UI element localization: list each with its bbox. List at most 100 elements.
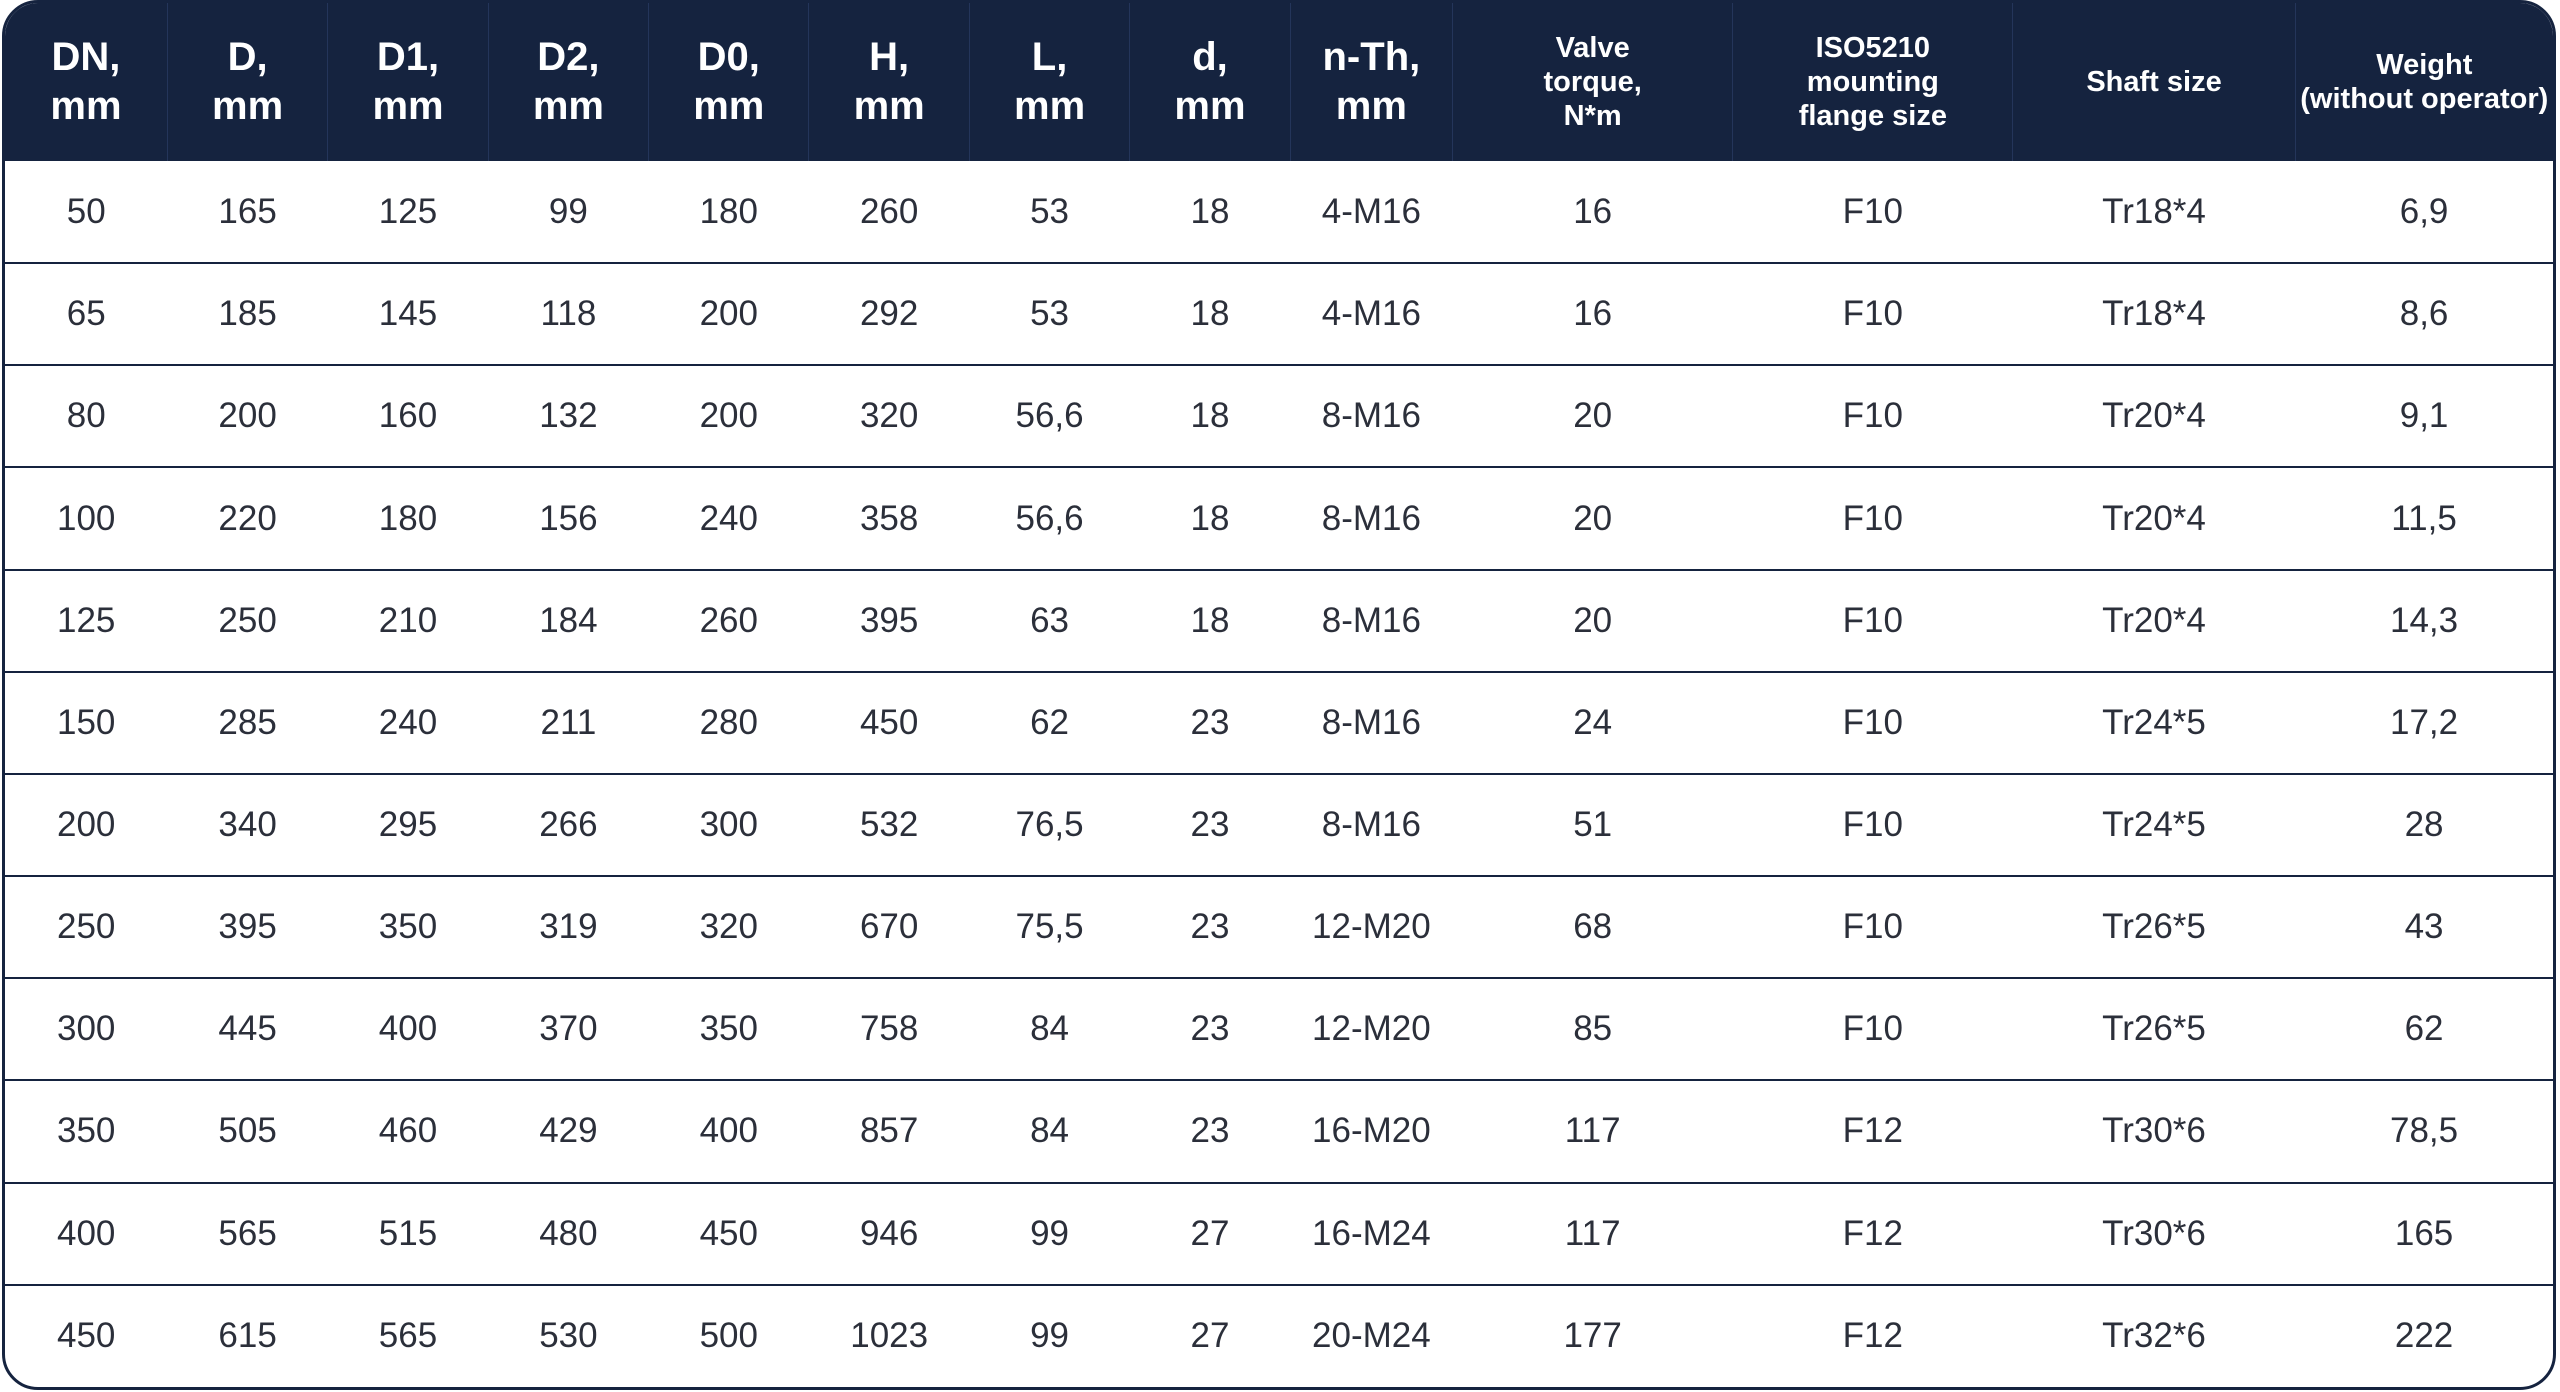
column-header-line: N*m — [1563, 100, 1622, 133]
table-cell: 23 — [1190, 1111, 1230, 1151]
table-cell: 11,5 — [2391, 498, 2457, 538]
table-cell: 350 — [378, 907, 438, 947]
table-cell: 12-M20 — [1312, 907, 1431, 947]
table-cell: 260 — [859, 191, 919, 231]
column-header: D2, mm — [488, 3, 650, 161]
column-header: H, mm — [808, 3, 970, 161]
table-cell: 184 — [539, 600, 598, 640]
table-cell: 16-M20 — [1312, 1111, 1431, 1151]
table-cell: 50 — [66, 191, 106, 231]
table-cell: 565 — [218, 1213, 277, 1253]
table-cell: 450 — [699, 1213, 758, 1253]
table-cell: 395 — [859, 600, 919, 640]
table-cell: Tr24*5 — [2102, 702, 2206, 742]
table-cell: Tr20*4 — [2102, 498, 2206, 538]
table-cell: 100 — [57, 498, 116, 538]
column-header: Weight (without operator) — [2295, 3, 2553, 161]
table-cell: F10 — [1842, 396, 1903, 436]
table-cell: 395 — [218, 907, 277, 947]
table-cell: 156 — [539, 498, 598, 538]
column-header-line: D1, — [376, 35, 440, 80]
column-header: DN, mm — [5, 3, 168, 161]
table-cell: 150 — [57, 702, 116, 742]
table-cell: 445 — [218, 1009, 277, 1049]
table-cell: 460 — [378, 1111, 438, 1151]
table-header: DN, mm D, mm D1, mm D2, mm D0, mm H, mm L, mm d, mm n-Th… — [5, 3, 2553, 161]
column-header-line: Valve — [1555, 31, 1630, 64]
table-cell: 118 — [540, 294, 597, 334]
table-cell: 8-M16 — [1321, 396, 1421, 436]
column-header-line: mm — [50, 84, 122, 128]
table-cell: 84 — [1030, 1111, 1070, 1151]
table-cell: 300 — [57, 1009, 116, 1049]
table-cell: 62 — [1030, 702, 1070, 742]
table-cell: Tr20*4 — [2102, 600, 2206, 640]
table-cell: 43 — [2404, 907, 2444, 947]
table-cell: 429 — [539, 1111, 598, 1151]
table-cell: 370 — [539, 1009, 598, 1049]
table-cell: 758 — [859, 1009, 919, 1049]
table-cell: 75,5 — [1015, 907, 1084, 947]
table-cell: 222 — [2394, 1316, 2454, 1356]
table-cell: 8-M16 — [1321, 702, 1421, 742]
table-cell: 56,6 — [1015, 396, 1084, 436]
table-cell: 23 — [1190, 702, 1230, 742]
table-cell: 180 — [699, 191, 758, 231]
table-cell: F10 — [1842, 907, 1903, 947]
table-cell: 23 — [1190, 1009, 1230, 1049]
table-cell: 400 — [699, 1111, 758, 1151]
table-cell: 260 — [699, 600, 758, 640]
table-cell: 51 — [1573, 805, 1613, 845]
table-cell: 9,1 — [2399, 396, 2449, 436]
table-cell: 17,2 — [2390, 702, 2459, 742]
table-row: 450 615 565 530 500 1023 99 27 20-M24 177 F12 Tr32*… — [5, 1284, 2553, 1387]
table-cell: 670 — [859, 907, 919, 947]
table-cell: Tr26*5 — [2102, 907, 2206, 947]
column-header: D, mm — [167, 3, 329, 161]
table-cell: 63 — [1030, 600, 1070, 640]
table-cell: 532 — [859, 805, 919, 845]
column-header-line: mm — [853, 84, 925, 128]
table-cell: F10 — [1842, 702, 1903, 742]
table-cell: 160 — [378, 396, 438, 436]
table-cell: 250 — [57, 907, 116, 947]
table-cell: 350 — [699, 1009, 758, 1049]
table-row: 400 565 515 480 450 946 99 27 16-M24 117 F12 Tr30*6… — [5, 1182, 2553, 1285]
table-cell: F12 — [1842, 1213, 1903, 1253]
table-cell: 505 — [218, 1111, 277, 1151]
table-cell: F12 — [1842, 1111, 1903, 1151]
table-cell: 165 — [218, 191, 277, 231]
column-header-line: DN, — [51, 35, 121, 80]
table-cell: 65 — [66, 294, 106, 334]
table-cell: 18 — [1190, 498, 1230, 538]
table-cell: 350 — [57, 1111, 116, 1151]
table-cell: 211 — [540, 702, 597, 742]
column-header: D0, mm — [648, 3, 810, 161]
table-cell: 56,6 — [1015, 498, 1084, 538]
table-cell: Tr32*6 — [2102, 1316, 2206, 1356]
column-header: d, mm — [1129, 3, 1291, 161]
column-header-line: mm — [212, 84, 284, 128]
table-cell: 132 — [539, 396, 598, 436]
table-cell: 20-M24 — [1312, 1316, 1431, 1356]
table-cell: 16 — [1573, 294, 1613, 334]
table-body: 50 165 125 99 180 260 53 18 4-M16 16 F10 Tr18*4 6,9 6… — [5, 161, 2553, 1387]
table-cell: 295 — [378, 805, 438, 845]
table-cell: 18 — [1190, 396, 1230, 436]
table-cell: 340 — [218, 805, 277, 845]
table-row: 200 340 295 266 300 532 76,5 23 8-M16 51 F10 Tr24*5… — [5, 773, 2553, 876]
table-row: 65 185 145 118 200 292 53 18 4-M16 16 F10 Tr18*4 8,6 — [5, 263, 2553, 365]
table-cell: 280 — [699, 702, 758, 742]
table-cell: 8-M16 — [1321, 805, 1421, 845]
table-cell: 4-M16 — [1321, 191, 1421, 231]
header-row: DN, mm D, mm D1, mm D2, mm D0, mm H, mm L, mm d, mm n-Th… — [5, 3, 2553, 161]
table-cell: F10 — [1842, 191, 1903, 231]
column-header-line: Weight — [2376, 48, 2473, 81]
table-cell: 20 — [1573, 396, 1613, 436]
column-header-line: n-Th, — [1322, 35, 1421, 80]
table-cell: 530 — [539, 1316, 598, 1356]
column-header-line: D, — [227, 35, 268, 80]
table-cell: 480 — [539, 1213, 598, 1253]
table-cell: 210 — [378, 600, 438, 640]
column-header: L, mm — [969, 3, 1131, 161]
